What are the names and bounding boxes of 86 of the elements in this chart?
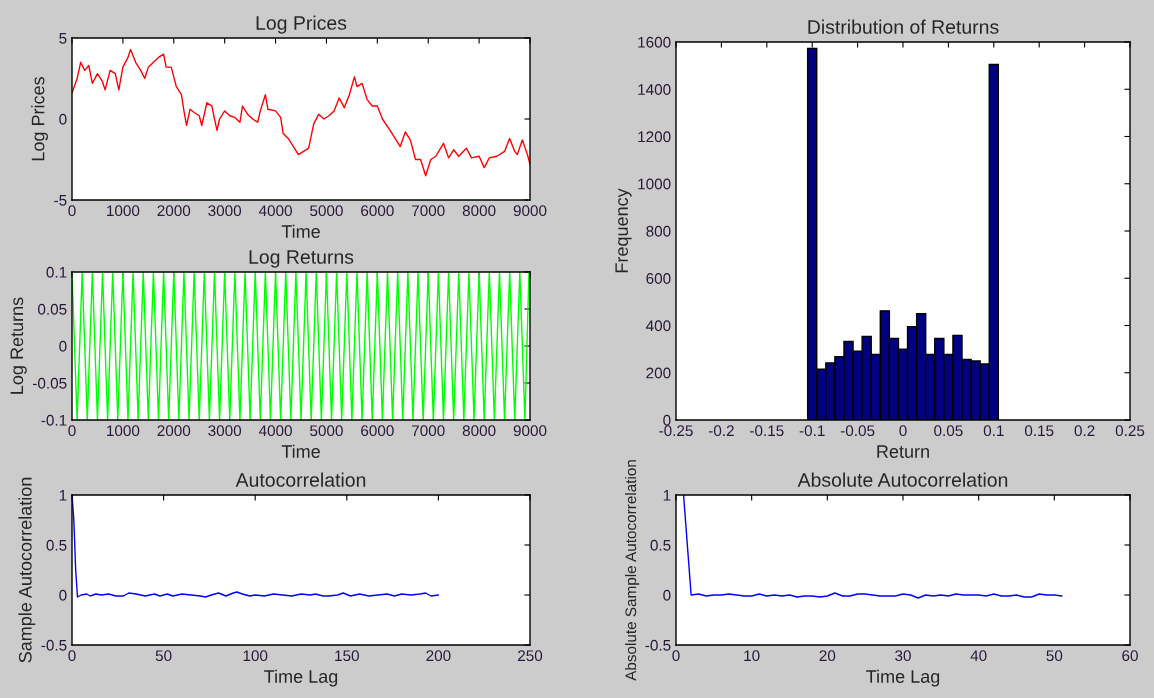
x-tick-label: 4000 [258,205,292,217]
x-tick-label: 50 [155,650,172,662]
x-tick-label: -0.2 [708,425,734,437]
y-tick-label: 0.05 [38,303,67,315]
x-axis-title: Time [281,444,320,458]
y-tick-label: 0 [663,589,671,601]
x-tick-label: 8000 [462,425,496,437]
x-tick-label: 9000 [513,205,547,217]
y-tick-label: 1400 [638,84,671,95]
x-tick-label: 0.1 [983,425,1004,437]
x-tick-label: 3000 [208,425,242,437]
y-tick-label: 0 [59,589,67,601]
x-tick-label: 4000 [258,425,292,437]
x-tick-label: 1000 [107,425,140,437]
x-tick-label: -0.1 [799,425,825,437]
chart-title: Distribution of Returns [808,19,999,34]
y-tick-label: 0 [663,414,671,426]
x-tick-label: 6000 [361,425,394,437]
y-tick-label: 0 [59,340,67,352]
y-tick-label: 1000 [638,178,671,190]
y-tick-label: 5 [59,33,67,44]
chart-title: Absolute Autocorrelation [797,472,1008,487]
x-tick-label: 40 [970,650,987,662]
x-tick-label: 0.2 [1074,425,1095,437]
x-tick-label: 100 [243,650,268,662]
x-tick-label: 0.25 [1115,425,1145,437]
y-tick-label: 600 [646,273,671,284]
x-axis-title: Time Lag [264,669,338,687]
y-tick-label: 0.5 [46,539,67,551]
y-tick-label: -0.5 [41,639,67,651]
y-tick-label: 200 [646,367,671,379]
x-tick-label: 0 [68,425,76,437]
y-tick-label: 1 [663,490,671,501]
x-tick-label: 0 [68,205,76,217]
x-axis-title: Time Lag [866,669,940,687]
x-axis-title: Return [877,445,929,458]
x-tick-label: 9000 [513,425,547,437]
x-tick-label: -0.25 [659,425,693,437]
y-tick-label: -0.5 [645,639,671,651]
x-tick-label: 20 [819,650,836,662]
y-axis-title: Sample Autocorrelation [18,477,36,663]
x-axis-title: Time [281,224,320,238]
x-tick-label: 1000 [107,205,140,217]
y-tick-label: 1600 [638,36,671,48]
x-tick-label: 5000 [310,205,343,217]
y-tick-label: 0.5 [650,539,671,551]
x-tick-label: 2000 [157,425,191,437]
y-tick-label: 1200 [638,131,671,143]
x-tick-label: 0 [672,650,680,662]
chart-title: Log Prices [256,15,347,34]
y-tick-label: -0.05 [33,377,67,389]
x-tick-label: 7000 [412,425,445,437]
y-axis-title: Absolute Sample Autocorrelation [625,460,640,681]
x-tick-label: -0.05 [840,425,875,437]
y-tick-label: -0.1 [41,414,67,426]
y-tick-label: 0.1 [46,266,67,278]
x-tick-label: 3000 [208,205,242,217]
chart-title: Log Returns [249,250,354,268]
x-tick-label: 50 [1046,650,1063,662]
x-tick-label: 60 [1122,650,1138,662]
x-tick-label: 10 [744,650,760,662]
y-axis-title: Frequency [615,188,632,273]
x-tick-label: 30 [895,650,911,662]
y-tick-label: 1 [59,490,67,501]
x-tick-label: -0.15 [750,425,784,437]
x-tick-label: 250 [518,650,543,662]
line-series [682,495,1063,599]
x-tick-label: 150 [335,650,359,662]
x-tick-label: 0 [68,650,76,662]
x-tick-label: 0.05 [934,425,963,437]
x-tick-label: 0 [899,425,907,437]
x-tick-label: 200 [426,650,451,662]
y-axis-title: Log Prices [31,77,48,161]
x-tick-label: 0.15 [1024,425,1054,437]
x-tick-label: 2000 [157,205,191,217]
y-tick-label: -5 [54,195,67,206]
line-series [72,48,530,177]
x-tick-label: 5000 [310,425,343,437]
y-tick-label: 0 [59,113,67,125]
y-tick-label: 400 [646,320,671,332]
x-tick-label: 6000 [361,205,394,217]
chart-title: Autocorrelation [235,472,366,487]
x-tick-label: 7000 [412,205,445,217]
x-tick-label: 8000 [462,205,496,217]
y-tick-label: 800 [646,225,671,237]
y-axis-title: Log Returns [10,297,27,394]
